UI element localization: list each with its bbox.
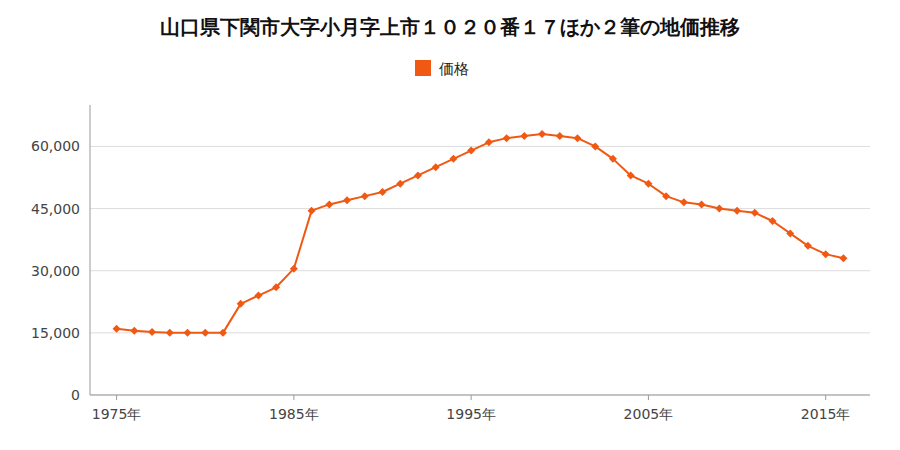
- marker: [591, 142, 599, 150]
- marker: [184, 329, 192, 337]
- marker: [130, 327, 138, 335]
- x-tick: [825, 395, 826, 400]
- marker: [556, 132, 564, 140]
- marker: [822, 250, 830, 258]
- marker: [254, 292, 262, 300]
- x-tick-label: 2015年: [801, 406, 851, 422]
- marker: [396, 180, 404, 188]
- marker: [574, 134, 582, 142]
- title: 山口県下関市大字小月字上市１０２０番１７ほか２筆の地価推移: [160, 15, 740, 39]
- grid-line: [90, 208, 870, 209]
- marker: [662, 192, 670, 200]
- x-axis-line: [90, 395, 870, 396]
- x-tick-label: 1995年: [446, 406, 496, 422]
- y-tick-label: 30,000: [31, 263, 80, 279]
- x-tick-label: 1985年: [269, 406, 319, 422]
- marker: [503, 134, 511, 142]
- marker: [751, 209, 759, 217]
- legend-swatch: [415, 60, 431, 76]
- marker: [432, 163, 440, 171]
- x-tick: [648, 395, 649, 400]
- plot-data: [113, 130, 848, 337]
- y-tick-label: 45,000: [31, 201, 80, 217]
- marker: [113, 325, 121, 333]
- marker: [237, 300, 245, 308]
- line: [117, 134, 844, 333]
- x-tick: [116, 395, 117, 400]
- marker: [166, 329, 174, 337]
- marker: [414, 171, 422, 179]
- legend-label: 価格: [439, 60, 469, 78]
- marker: [485, 138, 493, 146]
- marker: [379, 188, 387, 196]
- marker: [449, 155, 457, 163]
- marker: [290, 265, 298, 273]
- marker: [201, 329, 209, 337]
- chart: 山口県下関市大字小月字上市１０２０番１７ほか２筆の地価推移 0 15,000 30,0…: [0, 0, 900, 450]
- marker: [538, 130, 546, 138]
- marker: [272, 283, 280, 291]
- marker: [627, 171, 635, 179]
- marker: [786, 229, 794, 237]
- marker: [219, 329, 227, 337]
- marker: [644, 180, 652, 188]
- axes: 0 15,000 30,000 45,000 60,000 1975年 1985年 1995年…: [31, 105, 870, 422]
- marker: [308, 207, 316, 215]
- y-tick-label: 0: [71, 387, 80, 403]
- marker: [733, 207, 741, 215]
- grid: [90, 146, 870, 395]
- y-axis-line: [90, 105, 91, 395]
- marker: [839, 254, 847, 262]
- marker: [148, 328, 156, 336]
- y-tick-label: 15,000: [31, 325, 80, 341]
- y-tick-label: 60,000: [31, 138, 80, 154]
- marker: [804, 242, 812, 250]
- x-tick: [471, 395, 472, 400]
- marker: [343, 196, 351, 204]
- marker: [680, 198, 688, 206]
- marker: [520, 132, 528, 140]
- grid-line: [90, 395, 870, 396]
- grid-line: [90, 270, 870, 271]
- legend: 価格: [415, 60, 469, 78]
- marker: [361, 192, 369, 200]
- x-tick: [293, 395, 294, 400]
- marker: [609, 155, 617, 163]
- marker: [715, 205, 723, 213]
- x-tick-label: 2005年: [624, 406, 674, 422]
- marker: [769, 217, 777, 225]
- marker: [698, 200, 706, 208]
- x-tick-label: 1975年: [92, 406, 142, 422]
- marker: [325, 200, 333, 208]
- marker: [467, 147, 475, 155]
